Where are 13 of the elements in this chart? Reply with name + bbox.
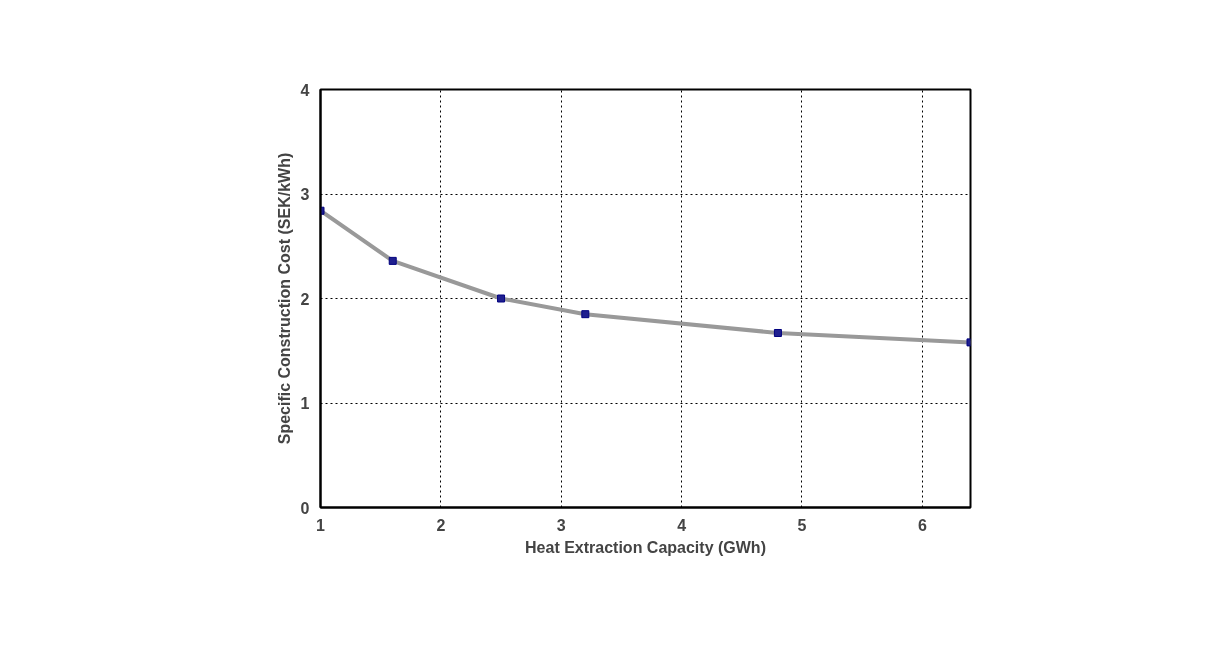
- x-tick-label: 2: [436, 516, 446, 534]
- y-tick-label: 2: [300, 290, 310, 308]
- x-tick-label: 4: [677, 516, 687, 534]
- x-tick-label: 3: [556, 516, 566, 534]
- y-tick-label: 3: [300, 186, 310, 203]
- x-tick-label: 5: [797, 516, 807, 534]
- y-tick-label: 1: [300, 395, 310, 412]
- x-axis-title: Heat Extraction Capacity (GWh): [525, 538, 766, 556]
- y-axis-title: Specific Construction Cost (SEK/kWh): [275, 152, 293, 445]
- y-tick-label: 4: [300, 81, 310, 99]
- y-tick-label: 0: [300, 499, 310, 517]
- x-tick-label: 6: [917, 516, 927, 534]
- x-tick-label: 1: [316, 516, 326, 534]
